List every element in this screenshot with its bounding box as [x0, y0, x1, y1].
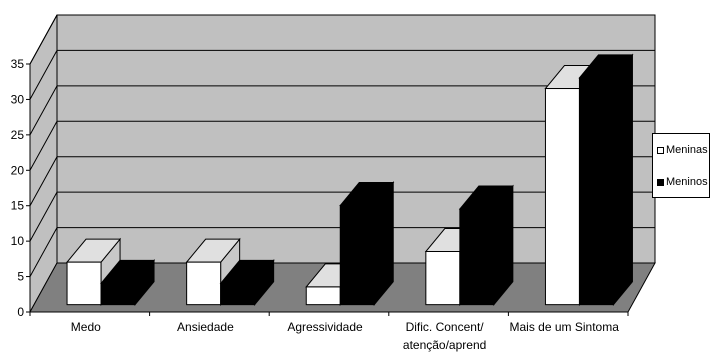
chart-y-ticks: 0 5 10 15 20 25 30 35 — [11, 57, 25, 319]
bar-side — [612, 53, 633, 307]
bar-meninos-0 — [99, 259, 156, 307]
gridline-10 — [29, 191, 655, 242]
bar-front — [544, 88, 580, 306]
bar-front — [459, 208, 495, 306]
bar-meninos-4 — [578, 53, 634, 307]
bar-front — [305, 286, 341, 306]
y-tick-label-20: 20 — [11, 163, 25, 177]
bar-front — [425, 251, 461, 306]
y-tick-label-5: 5 — [17, 270, 24, 284]
y-tick-label-35: 35 — [11, 57, 25, 71]
y-tick-label-25: 25 — [11, 128, 25, 142]
legend-item-meninos: Meninos — [657, 176, 708, 188]
gridline-25 — [29, 85, 655, 136]
bar-front — [339, 204, 375, 306]
y-tick-label-15: 15 — [11, 199, 25, 213]
legend-swatch-meninos — [657, 178, 664, 186]
bar-front — [100, 282, 136, 306]
chart-axes — [26, 63, 629, 316]
gridline-5 — [29, 227, 655, 277]
legend-label-meninos: Meninos — [666, 176, 708, 188]
chart-bars — [65, 53, 634, 307]
bar-meninos-3 — [458, 184, 514, 307]
bar-meninos-2 — [339, 181, 395, 307]
legend-label-meninas: Meninas — [666, 144, 708, 156]
x-category-label-2: Agressividade — [287, 320, 363, 334]
chart-legend: Meninas Meninos — [652, 133, 710, 198]
x-category-label-1: Ansiedade — [177, 320, 234, 334]
y-tick-label-30: 30 — [11, 92, 25, 106]
bar-front — [220, 282, 256, 306]
bar-front — [578, 77, 614, 306]
bar-front — [186, 261, 222, 306]
x-category-label-3: Dific. Concent/atenção/aprend — [403, 320, 486, 352]
gridline-15 — [29, 156, 655, 206]
gridline-30 — [29, 49, 655, 100]
y-tick-label-0: 0 — [17, 305, 24, 319]
legend-item-meninas: Meninas — [657, 144, 708, 156]
gridline-20 — [29, 120, 655, 171]
bar-meninos-1 — [219, 259, 275, 307]
chart-gridlines — [29, 14, 655, 277]
gridline-35 — [29, 14, 655, 65]
legend-swatch-meninas — [657, 146, 664, 154]
x-category-label-4: Mais de um Sintoma — [510, 320, 620, 334]
y-tick-label-10: 10 — [11, 234, 25, 248]
x-category-label-0: Medo — [71, 320, 101, 334]
chart-x-categories: Medo Ansiedade Agressividade Dific. Concent… — [71, 320, 619, 352]
bar-front — [66, 261, 102, 306]
